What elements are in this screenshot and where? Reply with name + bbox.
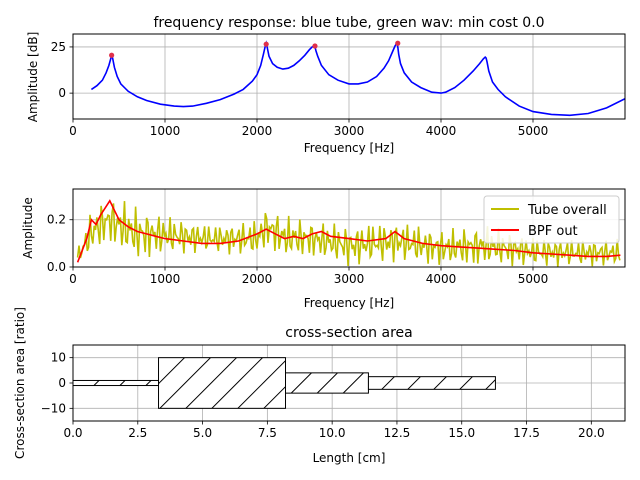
panel2-plot	[76, 199, 621, 267]
panel1-ylabel: Amplitude [dB]	[26, 32, 40, 123]
legend: Tube overall BPF out	[483, 195, 620, 244]
p1-ytick-label: 25	[51, 40, 66, 54]
frequency-response-panel: 0 1000 2000 3000 4000 5000 0 25 frequency respo…	[26, 15, 626, 155]
bpf-out-line	[76, 199, 621, 263]
p3-xtick-label: 10.0	[319, 426, 346, 440]
p3-xtick-label: 0.0	[63, 426, 82, 440]
hatch-line	[342, 372, 364, 394]
p2-ytick-label: 0.2	[47, 213, 66, 227]
tube-section	[73, 379, 160, 387]
legend-label-bpf: BPF out	[528, 224, 578, 239]
p3-xtick-label: 15.0	[448, 426, 475, 440]
panel3-plot	[73, 357, 496, 409]
peak-marker	[395, 40, 401, 46]
p1-xtick-label: 5000	[518, 124, 549, 138]
p1-xtick-label: 3000	[334, 124, 365, 138]
hatch-line	[459, 376, 473, 390]
panel1-title: frequency response: blue tube, green wav…	[153, 15, 544, 31]
p3-xtick-label: 2.5	[128, 426, 147, 440]
legend-label-tube: Tube overall	[527, 203, 607, 218]
peak-marker	[263, 41, 269, 47]
p1-xtick-label: 0	[69, 124, 77, 138]
hatch-line	[263, 385, 286, 409]
p3-xtick-label: 17.5	[513, 426, 540, 440]
p3-xtick-label: 7.5	[258, 426, 277, 440]
section-hatch	[158, 357, 286, 409]
hatch-line	[211, 357, 263, 409]
hatch-line	[237, 359, 286, 409]
hatch-line	[93, 380, 100, 386]
p1-xtick-label: 4000	[426, 124, 457, 138]
hatch-line	[159, 357, 211, 409]
hatch-line	[381, 376, 395, 390]
p2-clip-group	[76, 199, 621, 267]
panel2-ticks: 0 1000 2000 3000 4000 5000 0.0 0.2	[47, 213, 548, 286]
section-hatch	[73, 380, 152, 386]
p1-xtick-label: 1000	[150, 124, 181, 138]
panel3-xlabel: Length [cm]	[313, 451, 386, 465]
hatch-line	[145, 380, 152, 386]
cross-section-panel: 0.0 2.5 5.0 7.5 10.0 12.5 15.0 17.5 20.0 −10 0 10 c…	[13, 307, 626, 465]
p2-xtick-label: 3000	[334, 272, 365, 286]
p3-ytick-label: 10	[51, 351, 66, 365]
p1-xtick-label: 2000	[242, 124, 273, 138]
panel3-title: cross-section area	[285, 325, 412, 341]
panel2-xlabel: Frequency [Hz]	[304, 296, 395, 310]
panel3-ticks: 0.0 2.5 5.0 7.5 10.0 12.5 15.0 17.5 20.0 −10 0 10	[41, 351, 605, 440]
p1-ytick-label: 0	[58, 86, 66, 100]
panel1-xlabel: Frequency [Hz]	[304, 141, 395, 155]
p3-ytick-label: −10	[41, 401, 66, 415]
amplitude-panel: 0 1000 2000 3000 4000 5000 0.0 0.2 Frequency [H…	[21, 188, 626, 310]
p2-xtick-label: 2000	[242, 272, 273, 286]
response-line	[90, 40, 625, 117]
p2-ytick-label: 0.0	[47, 260, 66, 274]
panel3-ylabel: Cross-section area [ratio]	[13, 307, 27, 459]
tube-overall-line	[76, 201, 621, 267]
hatch-line	[407, 376, 421, 390]
tube-section	[367, 376, 496, 390]
p3-ytick-label: 0	[58, 376, 66, 390]
p3-xtick-label: 5.0	[193, 426, 212, 440]
hatch-line	[119, 380, 126, 386]
panel2-ylabel: Amplitude	[21, 197, 35, 259]
section-hatch	[285, 372, 364, 394]
peak-marker	[109, 52, 115, 58]
peak-marker	[312, 43, 318, 49]
p3-xtick-label: 20.0	[578, 426, 605, 440]
p3-xtick-label: 12.5	[384, 426, 411, 440]
panel1-plot	[90, 40, 625, 117]
hatch-line	[433, 376, 447, 390]
p2-xtick-label: 0	[69, 272, 77, 286]
hatch-line	[316, 372, 338, 394]
panel1-ticks: 0 1000 2000 3000 4000 5000 0 25	[51, 40, 549, 138]
section-hatch	[368, 376, 496, 390]
p3-clip-group	[73, 357, 496, 409]
hatch-line	[185, 357, 237, 409]
hatch-line	[158, 357, 185, 385]
panel1-grid	[72, 34, 625, 119]
p2-xtick-label: 5000	[518, 272, 549, 286]
p2-xtick-label: 1000	[150, 272, 181, 286]
hatch-line	[290, 372, 312, 394]
p2-xtick-label: 4000	[426, 272, 457, 286]
p1-clip-group	[90, 40, 625, 117]
hatch-line	[485, 378, 496, 390]
